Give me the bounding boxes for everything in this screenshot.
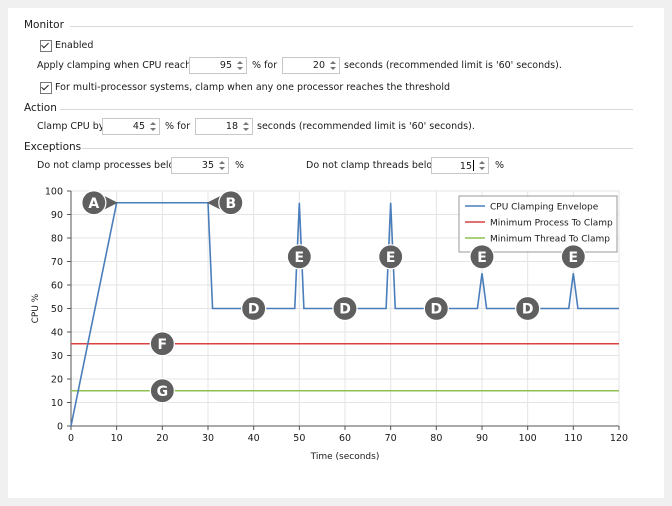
- thread-threshold-label: Do not clamp threads below: [306, 160, 440, 171]
- action-divider: [60, 109, 633, 110]
- stepper-arrows-icon[interactable]: [329, 59, 337, 72]
- thread-threshold-stepper[interactable]: 15: [431, 157, 489, 174]
- thread-threshold-unit: %: [495, 160, 505, 171]
- cpu-threshold-stepper[interactable]: 95: [189, 57, 247, 74]
- multi-processor-label: For multi-processor systems, clamp when …: [55, 82, 451, 93]
- clamp-percent-unit: % for: [165, 121, 191, 132]
- stepper-arrows-icon[interactable]: [242, 120, 250, 133]
- clamp-cpu-label: Clamp CPU by: [37, 121, 105, 132]
- monitor-section-title: Monitor: [24, 19, 64, 31]
- clamp-percent-stepper[interactable]: 45: [102, 118, 160, 135]
- exceptions-section-title: Exceptions: [24, 141, 82, 153]
- stepper-arrows-icon[interactable]: [478, 159, 486, 172]
- apply-clamping-label: Apply clamping when CPU reaches: [37, 60, 202, 71]
- monitor-seconds-value: 20: [312, 60, 325, 71]
- monitor-seconds-note: seconds (recommended limit is '60' secon…: [344, 60, 562, 71]
- enabled-checkbox[interactable]: [40, 40, 52, 52]
- process-threshold-stepper[interactable]: 35: [171, 157, 229, 174]
- text-cursor: [473, 160, 474, 171]
- action-section-title: Action: [24, 102, 57, 114]
- clamp-seconds-stepper[interactable]: 18: [195, 118, 253, 135]
- clamp-percent-value: 45: [132, 121, 145, 132]
- stepper-arrows-icon[interactable]: [236, 59, 244, 72]
- enabled-label: Enabled: [55, 40, 94, 51]
- thread-threshold-value[interactable]: 15: [459, 160, 474, 172]
- clamp-seconds-note: seconds (recommended limit is '60' secon…: [257, 121, 475, 132]
- cpu-threshold-value: 95: [219, 60, 232, 71]
- monitor-seconds-stepper[interactable]: 20: [282, 57, 340, 74]
- cpu-threshold-unit: % for: [252, 60, 278, 71]
- process-threshold-value: 35: [201, 160, 214, 171]
- stepper-arrows-icon[interactable]: [149, 120, 157, 133]
- stepper-arrows-icon[interactable]: [218, 159, 226, 172]
- clamp-seconds-value: 18: [225, 121, 238, 132]
- exceptions-divider: [82, 148, 633, 149]
- multi-processor-checkbox[interactable]: [40, 82, 52, 94]
- process-threshold-unit: %: [235, 160, 245, 171]
- process-threshold-label: Do not clamp processes below: [37, 160, 183, 171]
- monitor-divider: [70, 26, 633, 27]
